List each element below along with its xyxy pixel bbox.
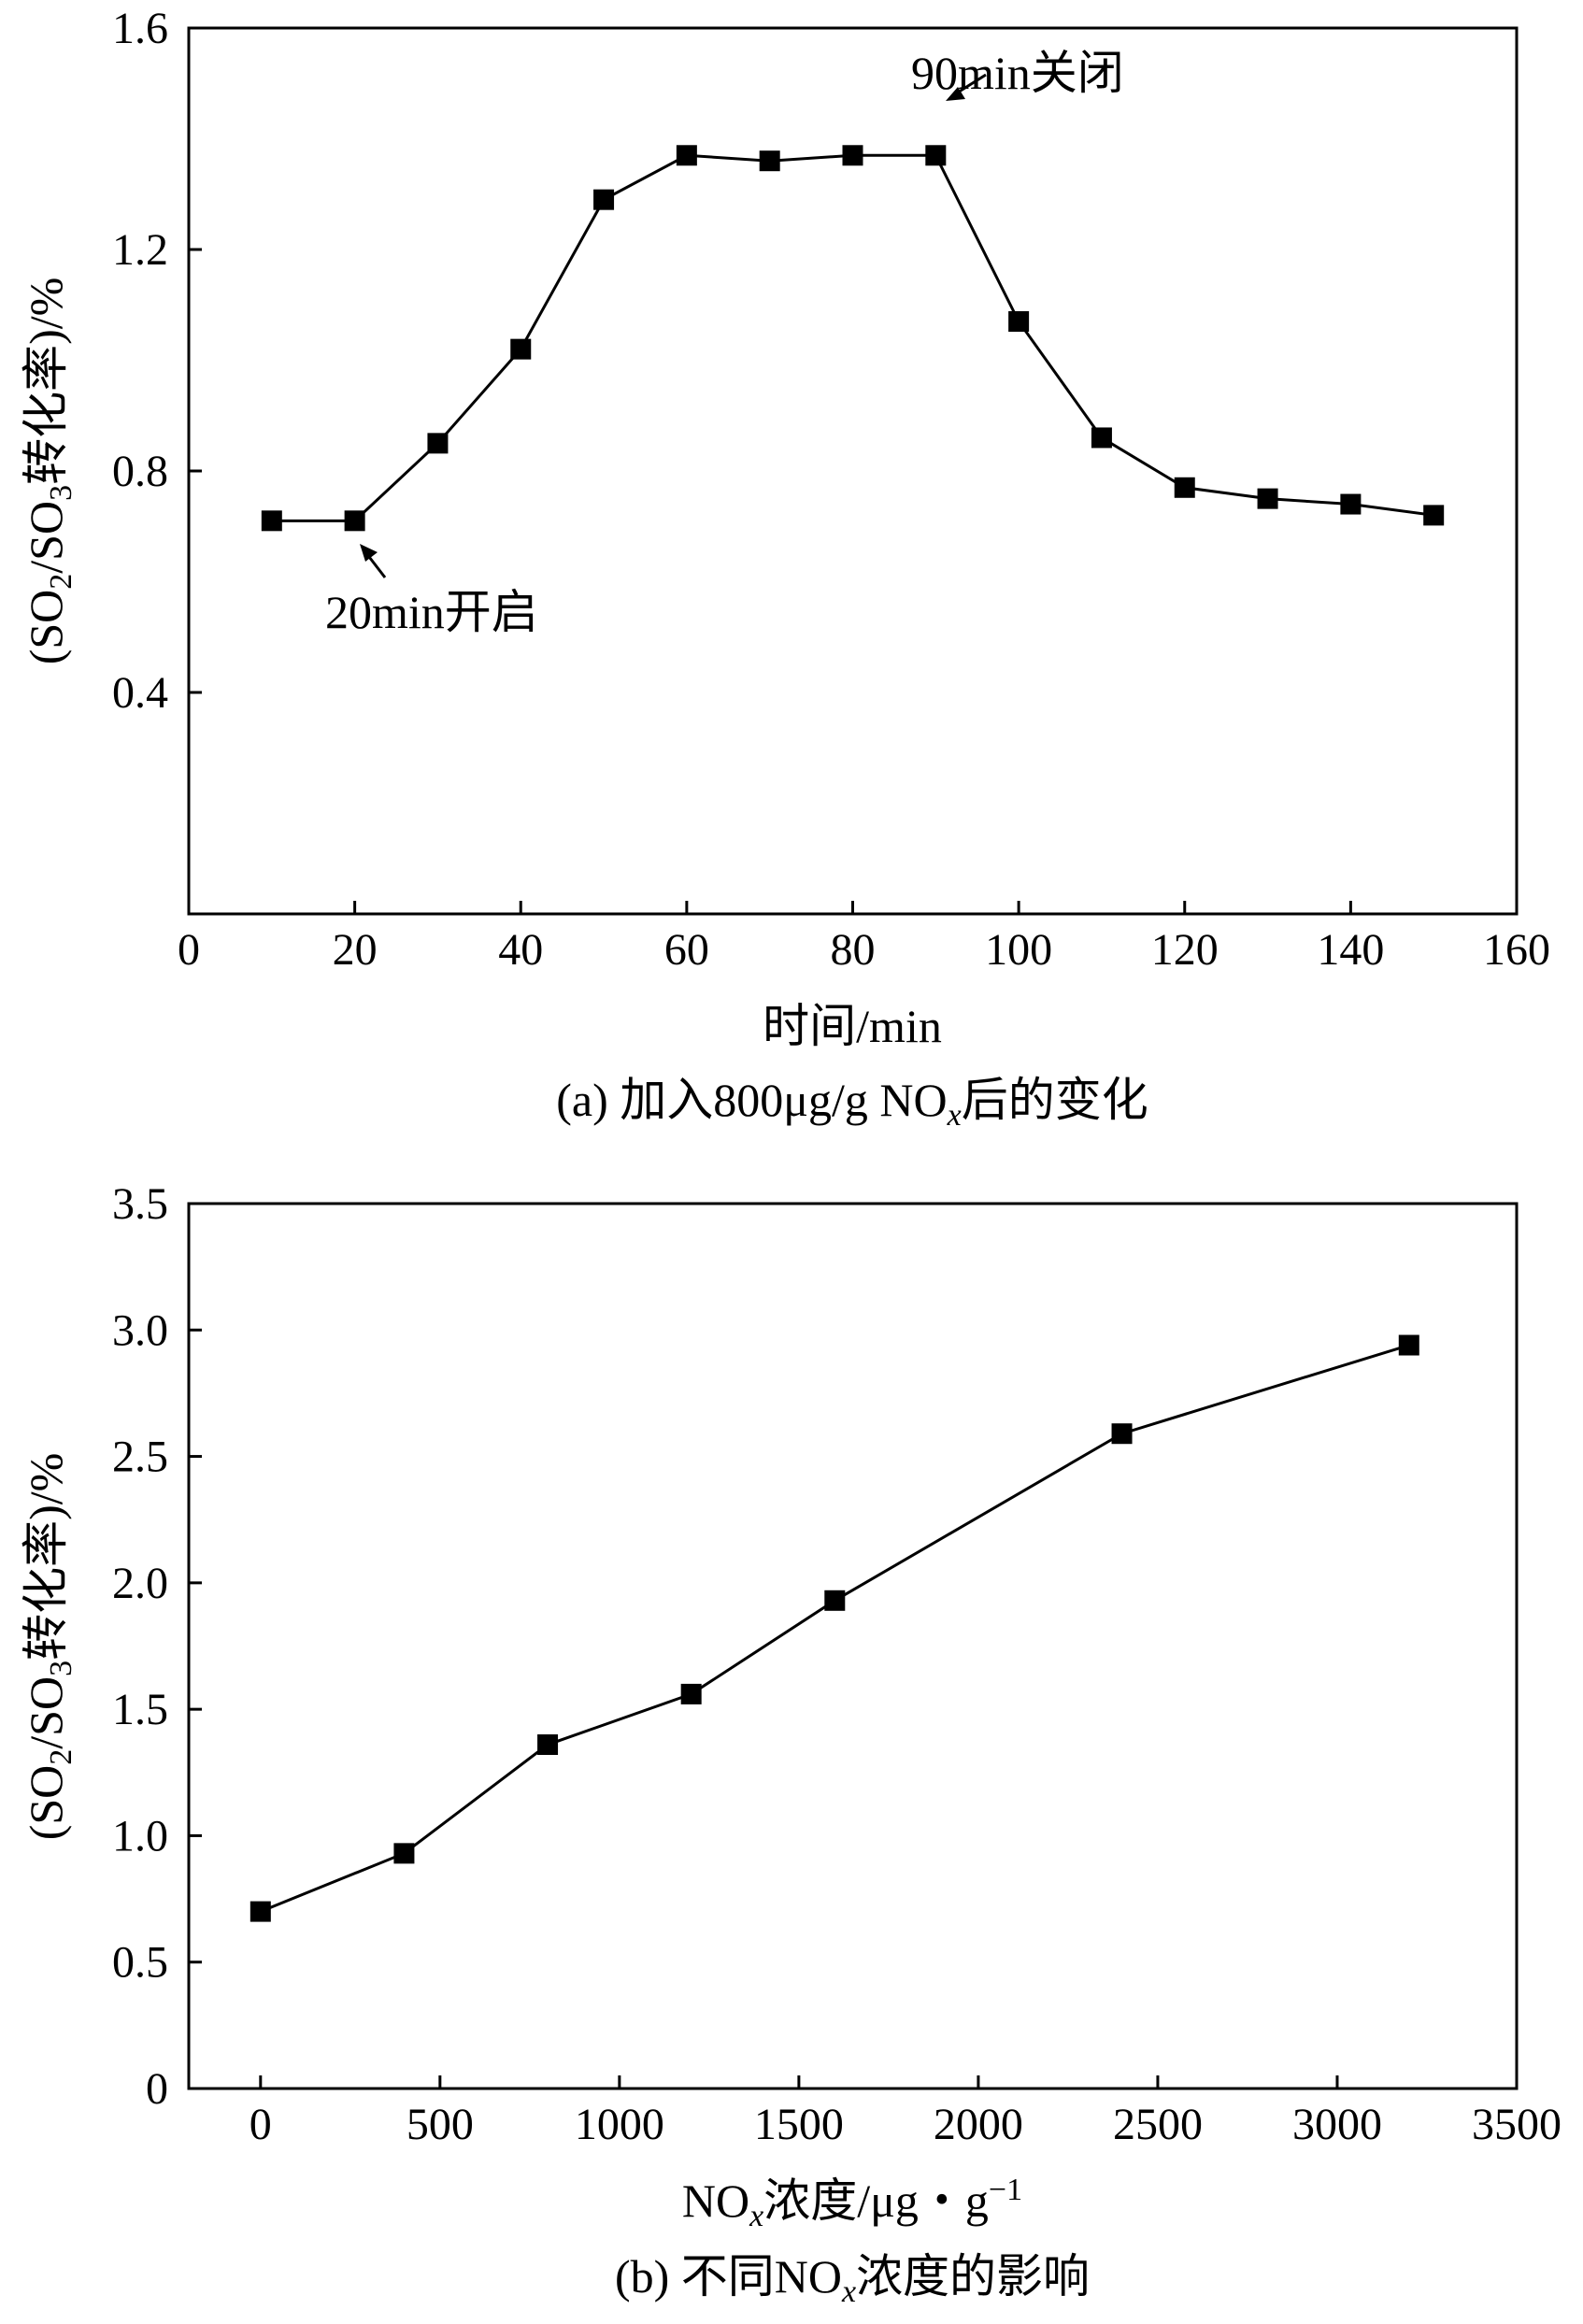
- y-tick-label: 0: [146, 2064, 168, 2114]
- x-tick-label: 120: [1151, 925, 1219, 975]
- chart-a: 0 20 40 60 80 100 120 140 160 0.4 0.8 1.2 1.6 20min开…: [20, 4, 1550, 1133]
- plot-frame-b: [187, 1202, 1519, 2090]
- plot-area-a: [261, 145, 1445, 532]
- x-tick-label: 1000: [575, 2100, 664, 2149]
- x-tick-label: 3500: [1472, 2100, 1562, 2149]
- data-point: [925, 145, 947, 166]
- x-tick-label: 2500: [1113, 2100, 1203, 2149]
- data-point: [759, 150, 780, 172]
- y-tick-label: 2.0: [112, 1559, 168, 1608]
- series-line: [271, 153, 1434, 522]
- data-point: [1257, 488, 1278, 509]
- data-point: [1111, 1423, 1133, 1445]
- data-point: [676, 145, 697, 166]
- x-tick-label: 2000: [934, 2100, 1023, 2149]
- data-point: [393, 1843, 415, 1864]
- y-tick-label: 1.2: [112, 225, 168, 275]
- y-tick-label: 2.5: [112, 1433, 168, 1482]
- y-tick-label: 3.0: [112, 1305, 168, 1355]
- x-tick-label: 60: [664, 925, 709, 975]
- x-axis-a: 0 20 40 60 80 100 120 140 160 0.4 0.8 1.2 1.6: [112, 4, 1550, 975]
- data-point: [680, 1683, 702, 1704]
- data-point: [1174, 477, 1195, 498]
- data-point: [1008, 311, 1030, 333]
- annotation-arrow-open: [360, 544, 387, 578]
- series-line: [260, 1344, 1410, 1913]
- data-point: [427, 433, 449, 454]
- x-axis-b: 0 500 1000 1500 2000 2500 3000 3500 0 0.5 1.0 1.5 2.…: [112, 1179, 1562, 2149]
- x-tick-label: 100: [985, 925, 1052, 975]
- data-point: [261, 510, 282, 532]
- data-point: [842, 145, 863, 166]
- plot-area-b: [250, 1334, 1419, 1922]
- x-axis-title-a: 时间/min: [763, 1000, 942, 1052]
- y-axis-title-b: (SO2/SO3转化率)/%: [20, 1453, 78, 1841]
- x-tick-label: 0: [250, 2100, 272, 2149]
- y-tick-label: 0.5: [112, 1938, 168, 1988]
- x-tick-label: 20: [333, 925, 378, 975]
- x-axis-title-b: NOx浓度/μg・g−1: [682, 2173, 1022, 2233]
- annotation-open: 20min开启: [325, 586, 538, 638]
- annotation-close: 90min关闭: [911, 47, 1124, 99]
- x-tick-label: 140: [1317, 925, 1384, 975]
- annotation-arrow-close: [946, 73, 987, 101]
- x-tick-label: 1500: [754, 2100, 844, 2149]
- caption-a: (a) 加入800μg/g NOx后的变化: [556, 1074, 1148, 1133]
- y-tick-label: 0.4: [112, 668, 168, 718]
- data-point: [510, 338, 532, 360]
- chart-b: 0 500 1000 1500 2000 2500 3000 3500 0 0.5 1.0 1.5 2.…: [20, 1179, 1562, 2309]
- x-tick-label: 0: [178, 925, 200, 975]
- data-point: [1091, 427, 1112, 449]
- x-tick-label: 40: [498, 925, 543, 975]
- data-point: [537, 1734, 559, 1756]
- y-tick-label: 1.0: [112, 1811, 168, 1861]
- y-tick-label: 0.8: [112, 447, 168, 496]
- y-tick-label: 3.5: [112, 1179, 168, 1229]
- data-point: [1423, 505, 1445, 526]
- x-tick-label: 500: [406, 2100, 474, 2149]
- data-point: [824, 1590, 846, 1611]
- data-point: [344, 510, 365, 532]
- data-point: [1340, 493, 1362, 515]
- y-tick-label: 1.6: [112, 4, 168, 53]
- x-tick-label: 80: [831, 925, 876, 975]
- x-tick-label: 160: [1483, 925, 1550, 975]
- x-tick-label: 3000: [1292, 2100, 1382, 2149]
- data-point: [250, 1901, 271, 1922]
- y-tick-label: 1.5: [112, 1685, 168, 1734]
- data-point: [1398, 1334, 1419, 1356]
- y-axis-title-a: (SO2/SO3转化率)/%: [20, 278, 78, 665]
- caption-b: (b) 不同NOx浓度的影响: [615, 2250, 1090, 2309]
- data-point: [593, 189, 615, 210]
